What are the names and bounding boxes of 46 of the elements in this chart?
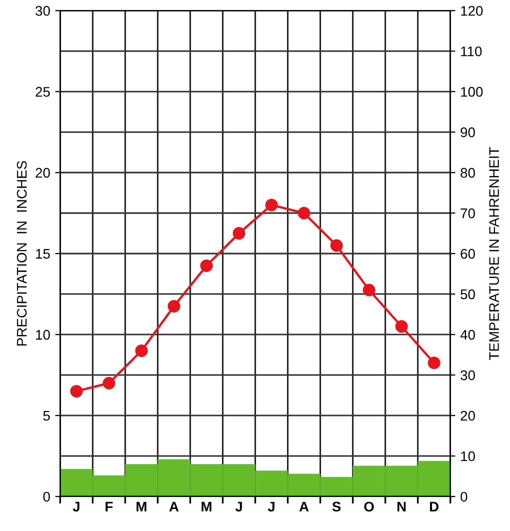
point [330,239,343,252]
y2-tick-label: 50 [460,289,475,300]
point [265,198,278,212]
point [362,284,376,296]
y2-tick-label: 70 [460,208,475,218]
y2-tick-label: 90 [460,127,475,138]
y2-tick-label: 10 [461,451,475,462]
point [298,206,310,220]
y-tick-label: 20 [36,168,50,178]
y2-tick-label: 120 [461,6,483,16]
y-tick-label: 5 [43,410,50,421]
y-axis-title: PRECIPITATION IN INCHES [16,161,27,346]
x-tick-label: F [106,502,113,512]
x-tick-label: N [397,502,406,512]
x-tick-label: S [332,502,341,512]
y2-tick-label: 30 [460,370,475,380]
y2-tick-label: 100 [461,86,483,97]
x-tick-label: O [364,502,374,512]
y2-tick-label: 60 [460,248,475,259]
y-tick-label: 30 [36,6,50,16]
point [428,356,440,370]
x-tick-label: J [235,502,242,512]
x-tick-label: A [299,502,309,512]
x-tick-label: A [169,502,179,512]
point [70,384,83,398]
point [168,300,180,312]
y-tick-label: 25 [36,86,50,97]
y2-tick-label: 0 [460,492,468,502]
y-tick-label: 10 [36,330,50,340]
point [102,376,116,390]
y2-tick-label: 80 [460,168,475,178]
y2-tick-label: 20 [460,410,475,421]
x-tick-label: M [136,502,146,512]
point [135,344,148,357]
y-tick-label: 0 [43,492,50,502]
y2-axis-title: TEMPERATURE IN FAHRENHEIT [489,147,499,360]
x-tick-label: J [72,502,80,512]
point [200,259,213,272]
y2-tick-label: 110 [461,46,482,56]
y-tick-label: 15 [36,249,50,259]
x-tick-label: D [430,502,439,512]
x-tick-label: M [202,502,212,512]
point [395,320,408,333]
point [232,227,246,240]
x-tick-label: J [268,502,274,512]
y2-tick-label: 40 [460,330,475,340]
